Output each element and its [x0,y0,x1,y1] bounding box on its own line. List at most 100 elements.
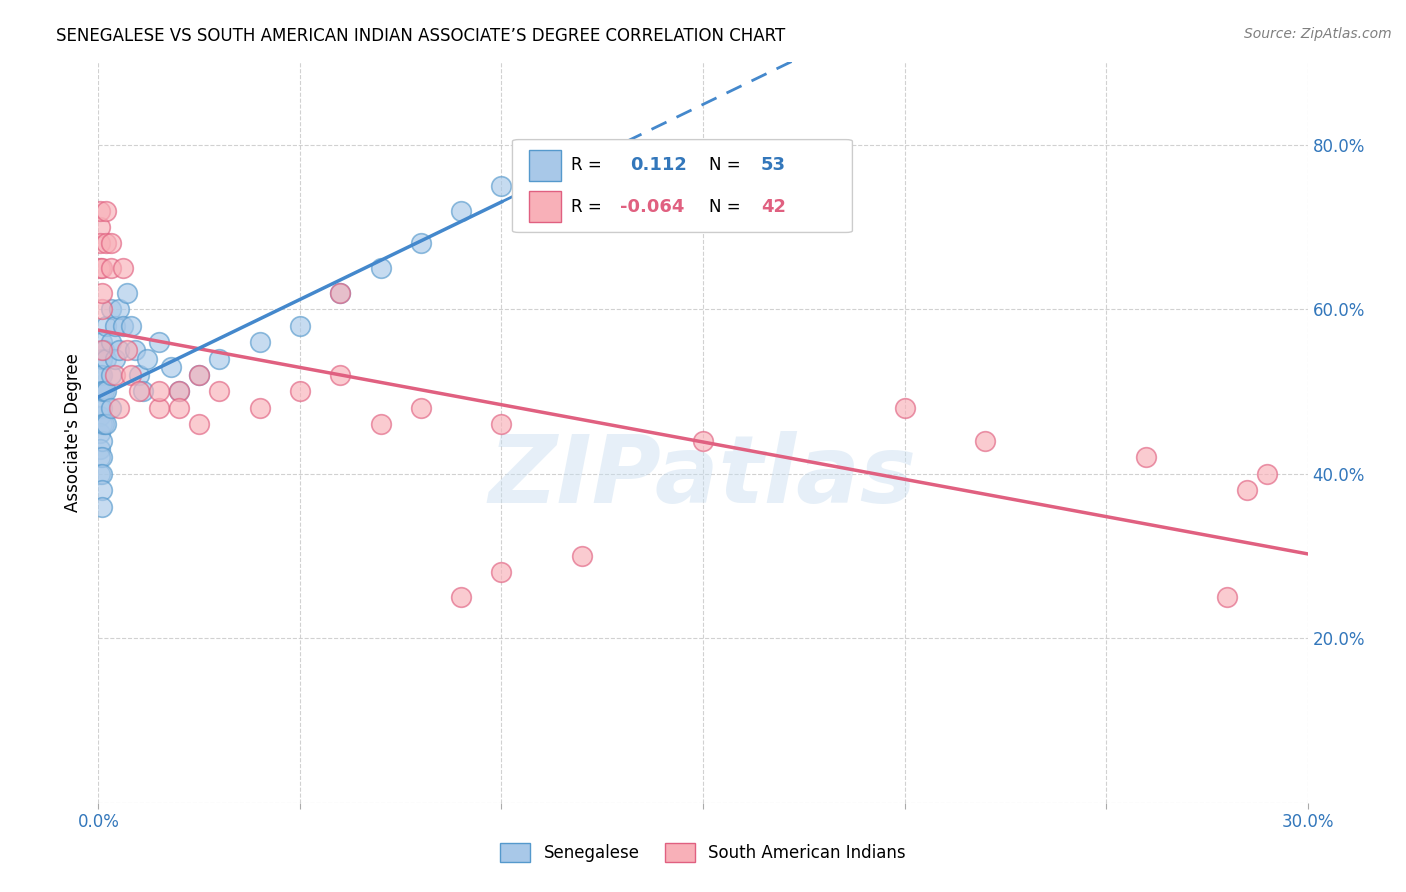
Point [1216,590,1239,604]
Text: R =: R = [571,197,602,216]
Point [128,384,150,399]
Point [100,302,122,317]
Bar [529,192,561,222]
Text: -0.064: -0.064 [620,197,685,216]
Point [111,318,134,333]
Point [115,343,138,358]
Text: Source: ZipAtlas.com: Source: ZipAtlas.com [1244,27,1392,41]
Point [128,368,150,382]
Point [1135,450,1157,465]
Point [89,442,111,456]
Point [370,261,392,276]
Point [89,401,111,415]
Point [409,236,432,251]
Point [91,261,114,276]
Point [96,203,118,218]
Point [91,351,114,366]
Point [91,285,114,300]
Point [93,384,115,399]
Point [692,434,714,448]
Point [100,261,122,276]
Point [288,318,311,333]
Point [91,434,114,448]
Point [974,434,997,448]
Point [89,203,111,218]
Point [148,401,170,415]
Text: 42: 42 [761,197,786,216]
Point [329,285,352,300]
Point [124,343,146,358]
Point [135,351,157,366]
Point [188,368,211,382]
Point [89,236,111,251]
Point [132,384,155,399]
Point [91,335,114,350]
Point [91,302,114,317]
Point [91,483,114,498]
Point [89,219,111,234]
Point [111,261,134,276]
Point [1236,483,1258,498]
Point [249,401,271,415]
Text: 53: 53 [761,156,786,175]
Point [91,343,114,358]
Point [120,368,142,382]
Point [450,203,472,218]
Point [96,236,118,251]
Point [167,384,190,399]
Point [288,384,311,399]
Point [188,417,211,432]
Point [1256,467,1278,481]
Legend: Senegalese, South American Indians: Senegalese, South American Indians [494,836,912,869]
Point [208,384,231,399]
Point [93,417,115,432]
Point [148,384,170,399]
Point [91,384,114,399]
Point [329,285,352,300]
Point [96,417,118,432]
Point [100,368,122,382]
Text: N =: N = [709,156,740,175]
Point [96,384,118,399]
Point [120,318,142,333]
Point [409,401,432,415]
Y-axis label: Associate's Degree: Associate's Degree [65,353,83,512]
Point [91,401,114,415]
Point [208,351,231,366]
Point [107,401,129,415]
Point [100,236,122,251]
Point [89,368,111,382]
Point [329,368,352,382]
Point [89,467,111,481]
Point [571,549,593,563]
Bar [529,151,561,181]
Point [91,467,114,481]
FancyBboxPatch shape [512,139,852,233]
Point [115,285,138,300]
Point [167,384,190,399]
Point [89,450,111,465]
Point [91,417,114,432]
Point [148,335,170,350]
Point [91,500,114,514]
Point [107,343,129,358]
Point [160,359,183,374]
Point [167,401,190,415]
Point [100,401,122,415]
Point [91,450,114,465]
Point [89,425,111,440]
Point [103,318,125,333]
Text: N =: N = [709,197,740,216]
Text: R =: R = [571,156,602,175]
Point [89,384,111,399]
Point [91,368,114,382]
Point [89,409,111,424]
Point [103,368,125,382]
Point [96,351,118,366]
Point [188,368,211,382]
Point [450,590,472,604]
Text: ZIPatlas: ZIPatlas [489,431,917,523]
Point [96,318,118,333]
Point [93,343,115,358]
Point [893,401,915,415]
